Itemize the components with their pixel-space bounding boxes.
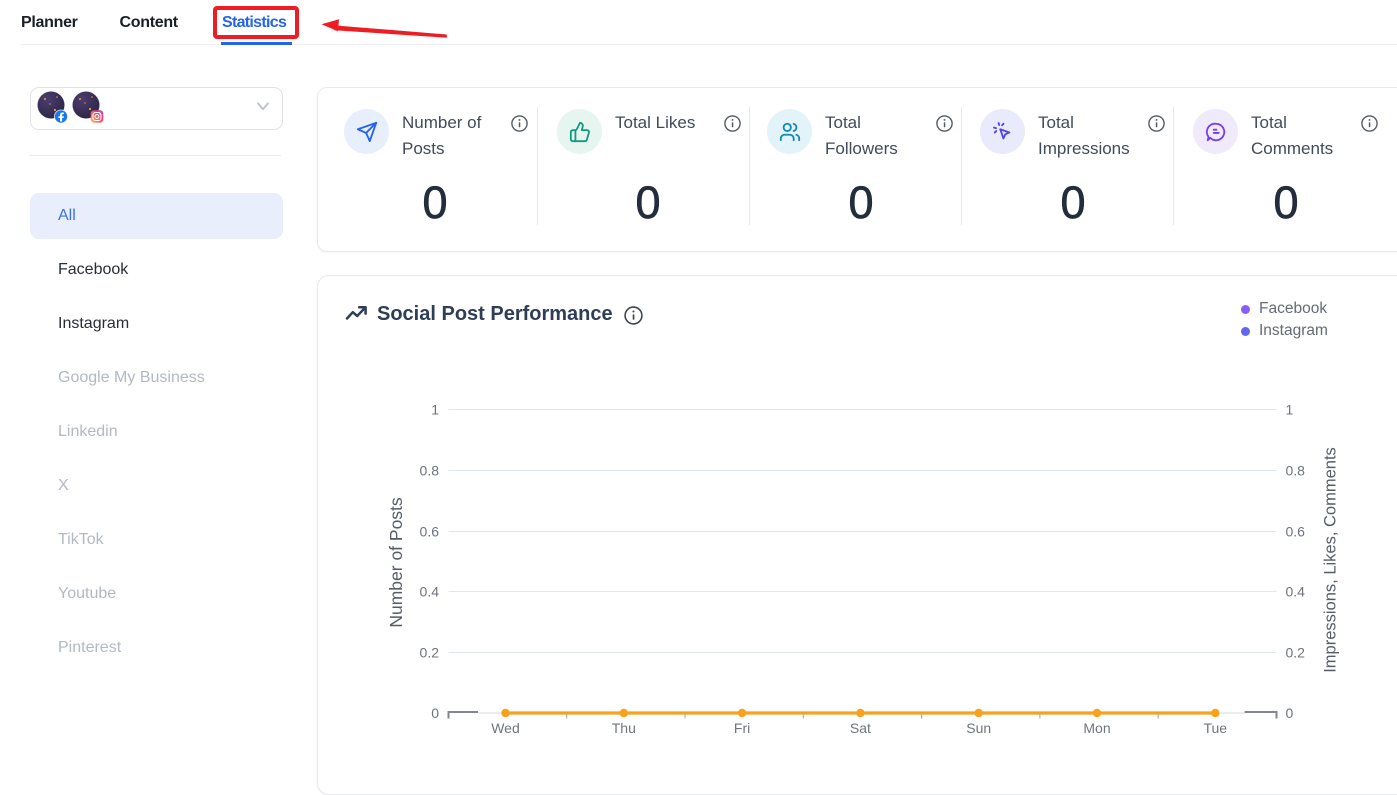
svg-text:Mon: Mon	[1083, 720, 1110, 736]
svg-text:Number of Posts: Number of Posts	[386, 497, 406, 628]
svg-text:0.8: 0.8	[1286, 463, 1306, 479]
svg-text:0.2: 0.2	[420, 645, 440, 661]
svg-text:0: 0	[1286, 705, 1294, 721]
svg-text:0.2: 0.2	[1286, 645, 1306, 661]
svg-text:0.4: 0.4	[420, 584, 440, 600]
svg-text:0.4: 0.4	[1286, 584, 1306, 600]
svg-text:Thu: Thu	[612, 720, 636, 736]
svg-text:0: 0	[431, 705, 439, 721]
svg-text:Sun: Sun	[966, 720, 991, 736]
svg-text:Fri: Fri	[734, 720, 750, 736]
svg-text:1: 1	[1286, 402, 1294, 418]
svg-text:Impressions, Likes, Comments: Impressions, Likes, Comments	[1322, 447, 1340, 673]
svg-text:Wed: Wed	[491, 720, 520, 736]
svg-text:Sat: Sat	[850, 720, 871, 736]
svg-text:0.6: 0.6	[420, 524, 440, 540]
svg-text:0.8: 0.8	[420, 463, 440, 479]
svg-text:Tue: Tue	[1203, 720, 1227, 736]
svg-text:1: 1	[431, 402, 439, 418]
svg-text:0.6: 0.6	[1286, 524, 1306, 540]
